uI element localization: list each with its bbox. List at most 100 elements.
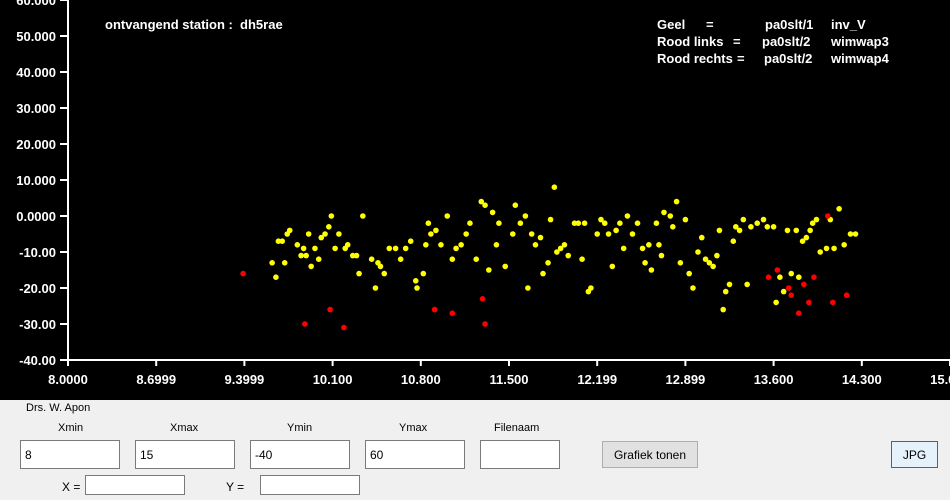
filenaam-label: Filenaam bbox=[494, 422, 540, 434]
red-point bbox=[788, 292, 795, 299]
yellow-point bbox=[332, 245, 338, 252]
yellow-point bbox=[648, 267, 655, 273]
yellow-point bbox=[392, 245, 399, 252]
yellow-point bbox=[695, 249, 701, 255]
yellow-point bbox=[793, 227, 800, 234]
yellow-point bbox=[540, 270, 546, 277]
red-point bbox=[302, 321, 308, 327]
ymin-label: Ymin bbox=[287, 422, 313, 434]
yellow-point bbox=[803, 234, 810, 241]
yellow-point bbox=[423, 242, 429, 248]
yellow-point bbox=[565, 252, 572, 259]
yellow-point bbox=[823, 245, 830, 252]
x-tick-label: 15.000 bbox=[930, 372, 950, 387]
x-coord-input[interactable] bbox=[85, 475, 185, 495]
red-point bbox=[843, 292, 850, 299]
legend-sep-rood-rechts: = bbox=[737, 51, 745, 66]
yellow-point bbox=[646, 242, 652, 248]
yellow-point bbox=[799, 238, 806, 244]
yellow-point bbox=[698, 234, 705, 241]
yellow-point bbox=[545, 260, 551, 266]
yellow-point bbox=[502, 263, 509, 270]
yellow-point bbox=[344, 242, 351, 248]
yellow-point bbox=[748, 224, 754, 230]
yellow-point bbox=[414, 285, 420, 291]
yellow-point bbox=[642, 260, 648, 266]
yellow-point bbox=[425, 220, 432, 226]
red-point bbox=[796, 310, 802, 317]
yellow-point bbox=[656, 242, 662, 248]
yellow-point bbox=[773, 299, 779, 306]
red-point bbox=[765, 274, 772, 281]
jpg-button[interactable]: JPG bbox=[891, 441, 938, 468]
yellow-point bbox=[807, 227, 813, 234]
yellow-point bbox=[551, 184, 558, 190]
show-graph-button[interactable]: Grafiek tonen bbox=[602, 441, 698, 468]
yellow-point bbox=[813, 216, 820, 223]
yellow-point bbox=[326, 224, 332, 230]
filenaam-input[interactable] bbox=[480, 440, 560, 469]
xmin-input[interactable] bbox=[20, 440, 120, 469]
yellow-point bbox=[433, 227, 439, 234]
yellow-point bbox=[673, 198, 680, 205]
yellow-point bbox=[594, 231, 600, 237]
yellow-point bbox=[438, 242, 444, 248]
yellow-point bbox=[686, 270, 692, 277]
yellow-point bbox=[706, 260, 713, 266]
x-tick-label: 8.0000 bbox=[48, 372, 88, 387]
scatter-chart: 60.000 50.000 40.000 30.000 20.000 10.000 0.00… bbox=[16, 0, 950, 387]
red-point bbox=[806, 299, 812, 306]
yellow-point bbox=[453, 245, 459, 252]
yellow-point bbox=[720, 306, 726, 313]
x-tick-label: 8.6999 bbox=[136, 372, 176, 387]
yellow-point bbox=[682, 216, 689, 223]
legend-station-rood-links: pa0slt/2 bbox=[762, 34, 811, 49]
red-point bbox=[449, 310, 456, 317]
x-tick-label: 14.300 bbox=[842, 372, 882, 387]
x-tick-label: 12.199 bbox=[577, 372, 617, 387]
yellow-point bbox=[312, 245, 318, 252]
ymax-input[interactable] bbox=[365, 440, 465, 469]
yellow-point bbox=[522, 213, 529, 219]
ymin-input[interactable] bbox=[250, 440, 350, 469]
yellow-point bbox=[554, 249, 560, 255]
legend-name-rood-rechts: Rood rechts bbox=[657, 51, 733, 66]
yellow-point bbox=[788, 270, 795, 277]
yellow-point bbox=[658, 252, 665, 259]
yellow-point bbox=[360, 213, 366, 219]
yellow-point bbox=[702, 256, 709, 263]
legend-antenna-rood-links: wimwap3 bbox=[831, 34, 889, 49]
y-tick-label: -30.00 bbox=[19, 317, 56, 332]
yellow-point bbox=[667, 213, 674, 219]
y-tick-label: -40.00 bbox=[19, 353, 56, 368]
yellow-point bbox=[269, 260, 275, 266]
yellow-point bbox=[852, 231, 859, 237]
yellow-point bbox=[836, 206, 842, 212]
yellow-point bbox=[605, 231, 612, 237]
red-point bbox=[482, 321, 488, 327]
yellow-point bbox=[386, 245, 393, 252]
red-point bbox=[240, 270, 246, 277]
y-coord-input[interactable] bbox=[260, 475, 360, 495]
legend-sep-rood-links: = bbox=[733, 34, 741, 49]
yellow-point bbox=[575, 220, 582, 226]
yellow-point bbox=[473, 256, 480, 263]
yellow-point bbox=[817, 249, 824, 255]
yellow-point bbox=[444, 213, 451, 219]
yellow-point bbox=[653, 220, 660, 226]
yellow-point bbox=[381, 270, 388, 277]
y-tick-label: 10.000 bbox=[16, 173, 56, 188]
yellow-point bbox=[730, 238, 737, 244]
red-point bbox=[801, 281, 807, 288]
yellow-point bbox=[449, 256, 456, 263]
yellow-point bbox=[298, 252, 304, 259]
red-point bbox=[327, 306, 333, 313]
ymax-label: Ymax bbox=[399, 422, 428, 434]
red-point bbox=[824, 213, 831, 219]
yellow-point bbox=[690, 285, 696, 291]
author-label: Drs. W. Apon bbox=[26, 402, 91, 414]
legend-sep-geel: = bbox=[706, 17, 714, 32]
yellow-point bbox=[677, 260, 684, 266]
xmax-input[interactable] bbox=[135, 440, 235, 469]
y-tick-label: 40.000 bbox=[16, 65, 56, 80]
